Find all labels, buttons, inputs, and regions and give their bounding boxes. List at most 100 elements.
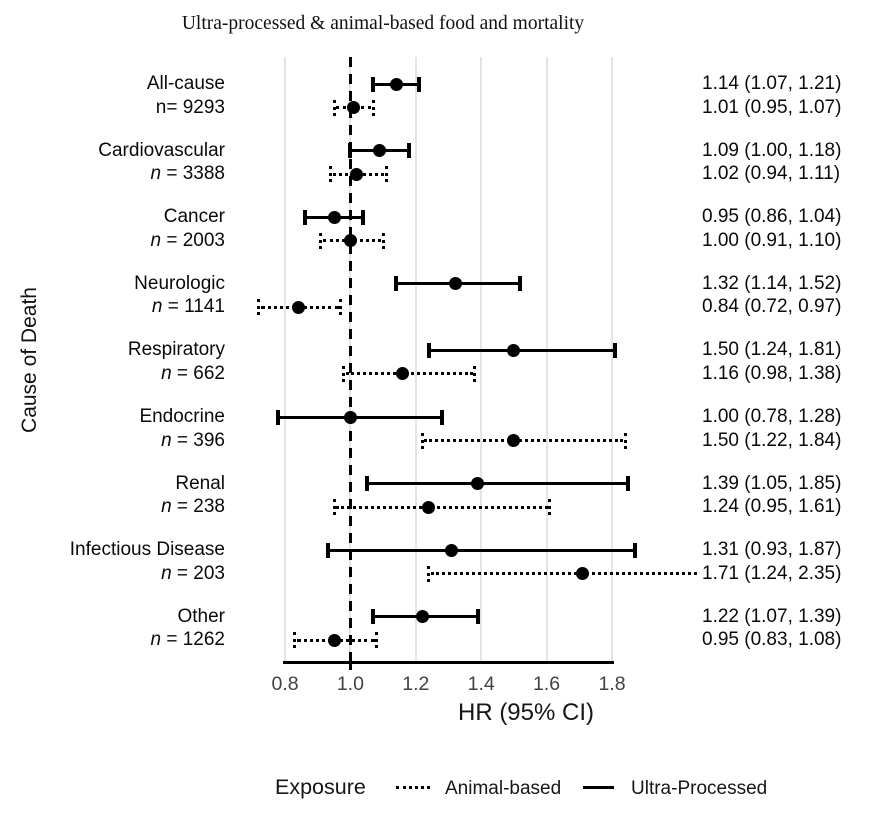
n-symbol: n <box>151 296 163 318</box>
ci-cap-left <box>257 299 261 316</box>
point-estimate <box>343 234 357 248</box>
cause-label-block: Other n = 1262 <box>20 605 226 652</box>
n-symbol: n <box>161 362 172 384</box>
ci-cap-left <box>371 609 376 625</box>
ci-cap-right <box>626 476 631 492</box>
x-tick-label: 1.4 <box>467 673 495 695</box>
cause-label-block: Endocrine n = 396 <box>20 405 225 452</box>
ci-line-solid <box>278 415 442 419</box>
hr-value-ultra-processed: 1.32 (1.14, 1.52) <box>702 272 842 294</box>
hr-value-animal-based: 1.50 (1.22, 1.84) <box>702 429 842 451</box>
ci-cap-left <box>325 542 330 558</box>
n-symbol: n <box>150 163 162 185</box>
legend-item-label: Ultra-Processed <box>631 778 768 799</box>
ci-line-dotted <box>336 505 548 509</box>
hr-value-block: 1.00 (0.78, 1.28) 1.50 (1.22, 1.84) <box>702 405 874 452</box>
point-estimate <box>389 77 403 91</box>
n-label: n = 1141 <box>151 296 225 318</box>
hr-value-ultra-processed: 1.50 (1.24, 1.81) <box>702 339 842 361</box>
ci-cap-left <box>394 276 399 292</box>
gridline <box>545 57 548 663</box>
legend-title: Exposure <box>275 775 366 799</box>
cause-label: Endocrine <box>139 406 225 427</box>
ci-cap-left <box>348 143 353 159</box>
cause-label-block: Cancer n = 2003 <box>20 205 226 252</box>
ci-cap-left <box>342 365 346 382</box>
point-estimate <box>507 343 521 357</box>
cause-label-block: Neurologic n = 1141 <box>20 272 225 319</box>
n-label: n = 3388 <box>150 163 226 185</box>
hr-value-animal-based: 1.16 (0.98, 1.38) <box>702 362 842 384</box>
hr-value-ultra-processed: 1.09 (1.00, 1.18) <box>702 139 842 161</box>
ci-cap-left <box>364 476 369 492</box>
n-label: n = 203 <box>161 562 225 584</box>
x-tick-label: 1.8 <box>598 673 626 695</box>
point-estimate <box>471 477 485 491</box>
ci-line-solid <box>327 548 635 552</box>
point-estimate <box>576 567 590 581</box>
cause-label: Infectious Disease <box>69 539 225 561</box>
ci-cap-right <box>375 632 379 649</box>
x-tick-label: 1.6 <box>533 673 561 695</box>
hr-value-animal-based: 0.84 (0.72, 0.97) <box>702 296 842 318</box>
n-symbol: n <box>150 629 162 651</box>
hr-value-ultra-processed: 1.31 (0.93, 1.87) <box>702 539 842 561</box>
ci-cap-left <box>276 409 281 425</box>
ci-cap-left <box>329 166 333 183</box>
legend-swatch-dotted-line <box>396 786 430 789</box>
ci-cap-left <box>293 632 297 649</box>
hr-value-ultra-processed: 1.14 (1.07, 1.21) <box>702 73 842 94</box>
ci-cap-right <box>439 409 444 425</box>
ci-cap-right <box>473 365 477 382</box>
ci-line-dotted <box>345 372 473 376</box>
cause-label-block: Infectious Disease n = 203 <box>20 538 225 585</box>
x-axis-tick <box>348 661 352 670</box>
ci-cap-left <box>302 209 307 225</box>
ci-line-dotted <box>424 439 624 442</box>
hr-value-block: 1.22 (1.07, 1.39) 0.95 (0.83, 1.08) <box>702 605 874 652</box>
cause-label-block: Renal n = 238 <box>20 472 225 519</box>
legend-item-label: Animal-based <box>445 778 562 799</box>
hr-value-block: 1.32 (1.14, 1.52) 0.84 (0.72, 0.97) <box>702 272 874 319</box>
cause-label-block: All-cause n= 9293 <box>20 72 225 119</box>
point-estimate <box>350 167 364 181</box>
reference-line <box>348 57 352 670</box>
point-estimate <box>373 144 387 158</box>
point-estimate <box>445 543 459 557</box>
gridline <box>284 57 286 663</box>
ci-cap-right <box>407 143 412 159</box>
cause-label: Cancer <box>163 206 225 228</box>
hr-value-ultra-processed: 1.00 (0.78, 1.28) <box>702 406 842 427</box>
hr-value-ultra-processed: 1.22 (1.07, 1.39) <box>702 605 842 627</box>
hr-value-animal-based: 1.24 (0.95, 1.61) <box>702 496 842 518</box>
cause-label: Neurologic <box>134 272 225 294</box>
n-symbol: n <box>150 229 162 251</box>
point-estimate <box>343 410 357 424</box>
n-label: n = 1262 <box>150 629 226 651</box>
legend-swatch-solid-line <box>583 786 614 789</box>
n-label: n = 2003 <box>150 229 226 251</box>
x-tick-label: 1.2 <box>402 673 430 695</box>
ci-line-solid <box>366 482 629 486</box>
ci-cap-right <box>475 609 480 625</box>
cause-label-block: Cardiovascular n = 3388 <box>20 139 225 186</box>
point-estimate <box>422 500 436 514</box>
ci-line-dotted <box>430 572 697 576</box>
ci-cap-left <box>427 565 431 582</box>
ci-cap-right <box>548 499 552 516</box>
n-label: n= 9293 <box>155 96 225 118</box>
n-label: n = 662 <box>161 362 225 384</box>
cause-label: Respiratory <box>127 339 225 361</box>
n-symbol: n <box>161 429 172 451</box>
ci-cap-right <box>361 209 366 225</box>
ci-cap-left <box>420 432 424 449</box>
gridline <box>414 57 417 663</box>
n-symbol: n <box>161 562 172 584</box>
ci-cap-right <box>623 432 627 449</box>
hr-value-block: 0.95 (0.86, 1.04) 1.00 (0.91, 1.10) <box>702 205 874 252</box>
cause-label: All-cause <box>146 73 225 94</box>
hr-value-ultra-processed: 1.39 (1.05, 1.85) <box>702 472 842 494</box>
cause-label: Cardiovascular <box>98 139 225 161</box>
cause-label: Other <box>177 605 225 627</box>
